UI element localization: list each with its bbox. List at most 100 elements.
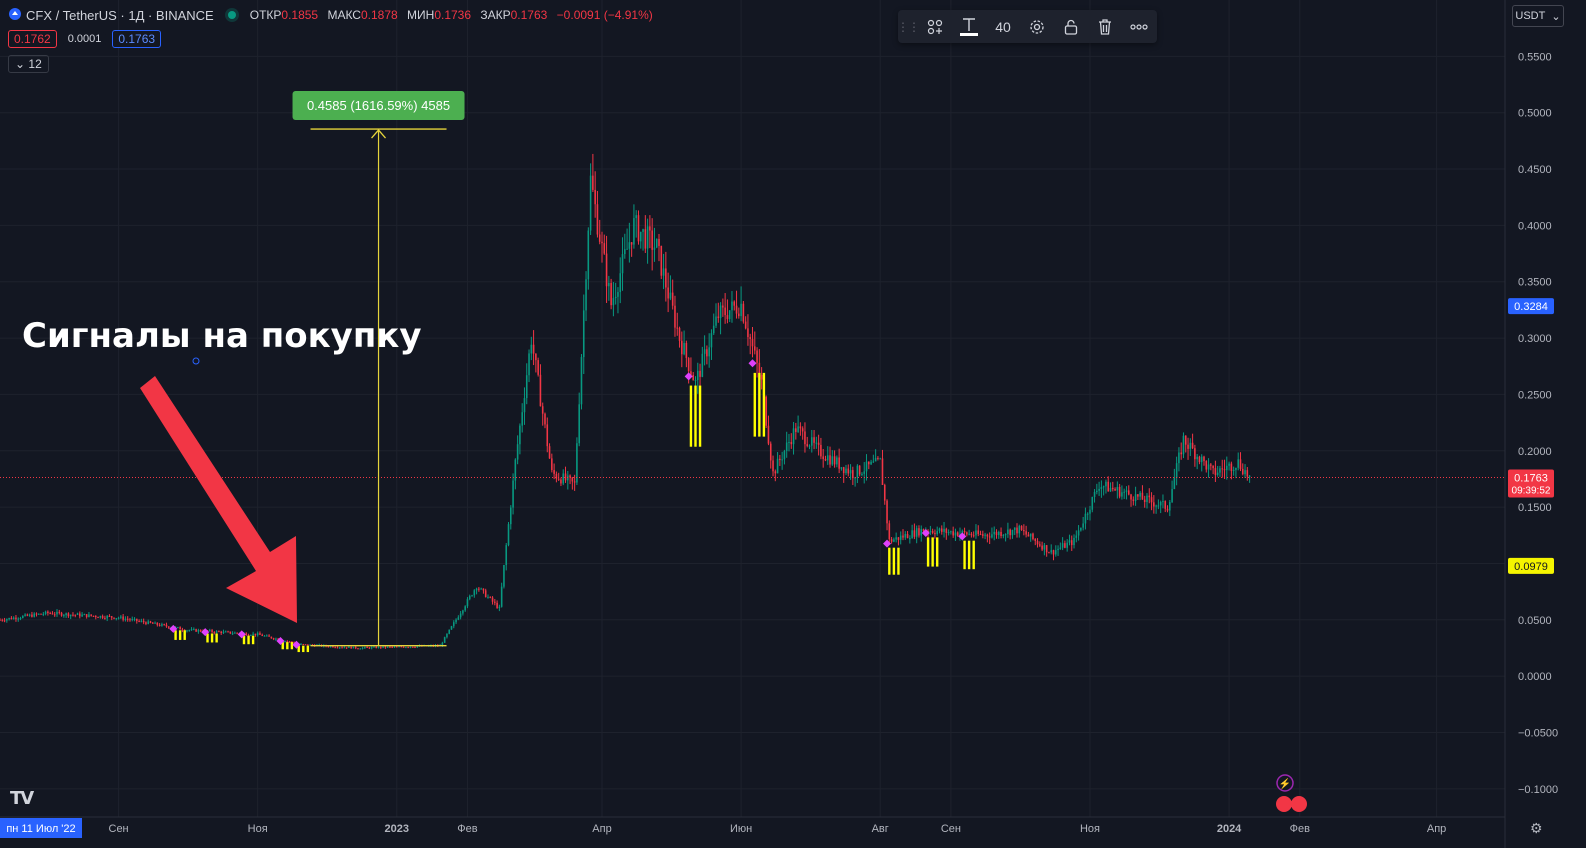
candle-body	[628, 242, 631, 249]
candle-body	[1125, 490, 1128, 492]
candle-body	[831, 456, 834, 465]
candle-body	[480, 588, 482, 590]
candle-body	[288, 641, 291, 643]
lock-icon[interactable]	[1054, 10, 1088, 43]
candle-body	[963, 530, 966, 533]
candle-body	[348, 646, 350, 648]
candle-body	[1050, 550, 1053, 553]
candle-body	[108, 615, 111, 617]
candle-body	[1043, 545, 1046, 550]
candle-body	[1139, 492, 1141, 497]
candle-body	[1143, 499, 1146, 503]
annotation-text[interactable]: Сигналы на покупку	[22, 316, 422, 356]
x-tick-label: Июн	[730, 823, 752, 835]
candle-body	[0, 619, 1, 621]
symbol-title[interactable]: CFX / TetherUS · 1Д · BINANCE	[26, 7, 214, 23]
candle-body	[1009, 529, 1011, 536]
candle-body	[1180, 452, 1182, 455]
candle-body	[468, 595, 471, 600]
candle-body	[617, 292, 619, 297]
candle-body	[464, 606, 466, 611]
candle-body	[1239, 459, 1242, 469]
candle-body	[302, 644, 305, 646]
bid-chip[interactable]: 0.1762	[8, 30, 57, 48]
annotation-arrow[interactable]	[140, 376, 297, 623]
candle-body	[760, 374, 763, 380]
candle-body	[1011, 529, 1014, 536]
scale-settings-icon[interactable]: ⚙	[1530, 820, 1543, 836]
candle-body	[820, 444, 822, 457]
candle-body	[685, 343, 688, 359]
y-tick-label: 0.2500	[1518, 389, 1552, 401]
candle-body	[366, 647, 368, 649]
trash-icon[interactable]	[1088, 10, 1122, 43]
candle-body	[521, 412, 523, 426]
candle-body	[961, 530, 964, 534]
candle-body	[934, 532, 936, 535]
candle-body	[790, 442, 793, 445]
candle-body	[842, 467, 845, 474]
text-color-button[interactable]	[952, 10, 986, 43]
candle-body	[756, 350, 758, 363]
candle-body	[446, 633, 448, 638]
candle-body	[136, 618, 138, 622]
candle-body	[1134, 494, 1137, 501]
candle-body	[888, 523, 891, 540]
candle-body	[881, 458, 884, 485]
candle-body	[498, 606, 501, 608]
candle-body	[899, 535, 902, 540]
candle-body	[199, 630, 202, 632]
candle-body	[779, 458, 781, 461]
candle-body	[151, 622, 154, 624]
candle-body	[630, 242, 633, 245]
candle-body	[83, 614, 86, 616]
candle-body	[979, 534, 982, 536]
candle-body	[1237, 459, 1240, 468]
candle-body	[995, 531, 998, 536]
symbol-header: CFX / TetherUS · 1Д · BINANCE ОТКР0.1855…	[8, 6, 659, 24]
more-options-icon[interactable]	[1122, 10, 1156, 43]
candle-body	[1123, 491, 1125, 493]
us-event-icon[interactable]	[1291, 796, 1307, 812]
candle-body	[1109, 487, 1112, 492]
candle-body	[126, 618, 129, 620]
candle-body	[712, 325, 715, 334]
candle-body	[822, 456, 824, 459]
candle-body	[665, 268, 667, 288]
drawing-toolbar: ⋮⋮ 40	[897, 10, 1157, 43]
candle-body	[1194, 448, 1196, 460]
candle-body	[1020, 525, 1023, 531]
candle-body	[740, 303, 742, 317]
candle-body	[624, 249, 626, 255]
candle-body	[1230, 463, 1233, 471]
spread-value: 0.0001	[62, 32, 107, 46]
x-tick-label: 2024	[1217, 823, 1242, 835]
template-icon[interactable]	[918, 10, 952, 43]
candle-body	[1036, 540, 1039, 545]
font-size-button[interactable]: 40	[995, 18, 1011, 35]
candle-body	[635, 215, 638, 219]
candle-body	[1013, 527, 1016, 530]
lightning-event-icon[interactable]	[1276, 774, 1294, 792]
candle-body	[539, 374, 542, 407]
candle-body	[576, 443, 578, 483]
indicators-toggle[interactable]: ⌄ 12	[8, 55, 49, 73]
candle-body	[329, 646, 332, 648]
candle-body	[660, 245, 663, 276]
us-event-icon[interactable]	[1276, 796, 1292, 812]
candle-body	[687, 358, 690, 372]
candle-body	[658, 238, 660, 246]
settings-gear-icon[interactable]	[1020, 10, 1054, 43]
candle-body	[633, 218, 635, 245]
candle-body	[781, 459, 783, 461]
candle-body	[1059, 547, 1062, 549]
currency-select[interactable]: USDT ⌄	[1512, 5, 1564, 27]
ask-chip[interactable]: 0.1763	[112, 30, 162, 48]
candle-body	[605, 253, 608, 287]
candle-body	[1235, 467, 1237, 470]
candle-body	[334, 647, 337, 649]
drag-handle-icon[interactable]: ⋮⋮	[897, 19, 920, 34]
candle-body	[1162, 501, 1164, 503]
buy-signal-marker	[292, 640, 301, 649]
